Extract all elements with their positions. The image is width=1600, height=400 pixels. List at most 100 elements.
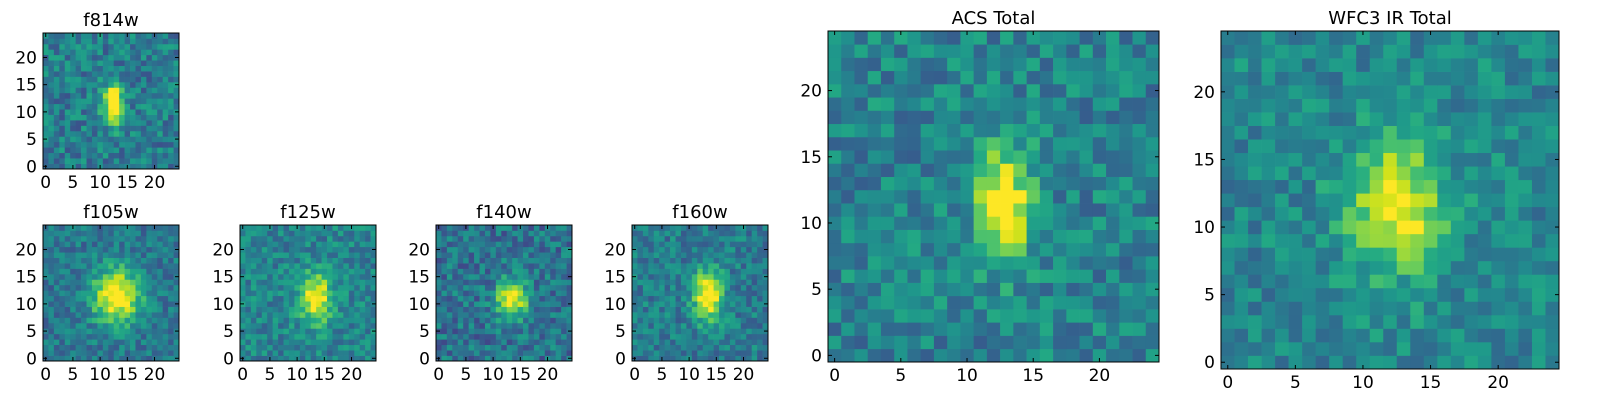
heatmap-cell: [1356, 152, 1371, 167]
heatmap-cell: [675, 333, 682, 340]
heatmap-cell: [102, 147, 109, 154]
heatmap-cell: [272, 246, 279, 253]
heatmap-cell: [146, 284, 153, 291]
heatmap-cell: [533, 301, 540, 307]
heatmap-cell: [1410, 274, 1425, 289]
heatmap-cell: [1248, 260, 1262, 275]
heatmap-cell: [642, 306, 649, 313]
heatmap-cell: [539, 295, 546, 302]
heatmap-cell: [1477, 166, 1492, 181]
heatmap-cell: [48, 279, 55, 286]
heatmap-cell: [53, 71, 60, 77]
heatmap-cell: [1315, 287, 1330, 302]
x-tick-label: 20: [1089, 366, 1111, 386]
heatmap-cell: [1275, 206, 1289, 221]
heatmap-cell: [1053, 110, 1067, 125]
heatmap-cell: [907, 189, 922, 204]
heatmap-cell: [757, 322, 763, 329]
heatmap-cell: [173, 43, 180, 50]
heatmap-cell: [854, 203, 869, 217]
heatmap-cell: [1410, 152, 1425, 167]
heatmap-cell: [108, 241, 115, 248]
heatmap-cell: [719, 306, 725, 313]
heatmap-cell: [1450, 314, 1465, 329]
heatmap-cell: [907, 123, 922, 138]
heatmap-cell: [1288, 71, 1303, 86]
heatmap-cell: [960, 136, 974, 151]
heatmap-cell: [130, 306, 136, 313]
heatmap-cell: [256, 344, 263, 351]
heatmap-cell: [354, 230, 361, 237]
heatmap-cell: [867, 136, 882, 151]
heatmap-cell: [75, 355, 82, 362]
heatmap-cell: [920, 229, 935, 244]
heatmap-cell: [81, 76, 87, 83]
heatmap-cell: [108, 130, 115, 137]
heatmap-cell: [1302, 112, 1316, 126]
heatmap-cell: [691, 295, 698, 302]
heatmap-cell: [70, 120, 76, 126]
heatmap-cell: [436, 290, 442, 297]
heatmap-cell: [146, 49, 153, 56]
heatmap-cell: [648, 344, 655, 351]
heatmap-cell: [446, 246, 453, 253]
heatmap-cell: [162, 114, 169, 121]
heatmap-cell: [91, 344, 98, 351]
heatmap-cell: [867, 176, 882, 191]
heatmap-cell: [108, 120, 115, 126]
heatmap-cell: [113, 290, 120, 297]
heatmap-cell: [359, 225, 366, 231]
heatmap-cell: [680, 306, 687, 313]
heatmap-cell: [70, 268, 76, 275]
heatmap-cell: [151, 109, 158, 115]
heatmap-cell: [278, 312, 284, 318]
heatmap-cell: [675, 355, 682, 362]
heatmap-cell: [1288, 31, 1303, 45]
heatmap-cell: [113, 322, 120, 329]
heatmap-cell: [1504, 287, 1519, 302]
heatmap-cell: [86, 147, 93, 154]
heatmap-cell: [452, 284, 459, 291]
heatmap-cell: [544, 312, 551, 318]
heatmap-cell: [337, 279, 344, 286]
heatmap-cell: [1329, 206, 1344, 221]
heatmap-cell: [1221, 166, 1235, 181]
heatmap-cell: [1531, 125, 1546, 140]
heatmap-cell: [130, 114, 136, 121]
heatmap-cell: [97, 301, 104, 307]
heatmap-cell: [365, 273, 371, 280]
heatmap-cell: [48, 109, 55, 115]
heatmap-cell: [501, 273, 508, 280]
heatmap-cell: [86, 355, 93, 362]
heatmap-cell: [436, 241, 442, 248]
heatmap-cell: [1288, 301, 1303, 316]
heatmap-cell: [81, 65, 87, 72]
y-tick-label: 20: [15, 240, 37, 260]
heatmap-cell: [446, 328, 453, 335]
heatmap-cell: [1464, 179, 1479, 194]
heatmap-cell: [691, 273, 698, 280]
heatmap-cell: [1302, 193, 1316, 208]
heatmap-cell: [512, 312, 518, 318]
heatmap-cell: [960, 163, 974, 177]
heatmap-cell: [354, 355, 361, 362]
heatmap-cell: [119, 98, 125, 105]
heatmap-cell: [659, 328, 665, 335]
heatmap-cell: [708, 306, 714, 313]
heatmap-cell: [452, 273, 459, 280]
heatmap-cell: [474, 333, 480, 340]
heatmap-cell: [1342, 85, 1357, 99]
heatmap-cell: [894, 322, 908, 336]
heatmap-cell: [370, 350, 377, 356]
heatmap-cell: [867, 163, 882, 177]
heatmap-cell: [162, 344, 169, 351]
heatmap-cell: [867, 70, 882, 85]
heatmap-cell: [441, 333, 448, 340]
heatmap-cell: [272, 252, 279, 258]
heatmap-cell: [267, 230, 273, 237]
heatmap-cell: [1491, 125, 1506, 140]
heatmap-cell: [880, 335, 895, 350]
heatmap-cell: [907, 256, 922, 270]
heatmap-cell: [561, 306, 567, 313]
heatmap-cell: [528, 301, 535, 307]
